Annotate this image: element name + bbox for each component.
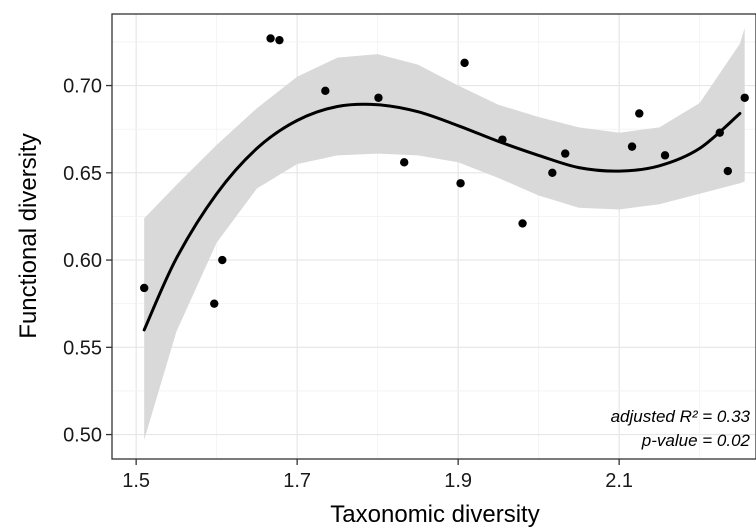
x-tick-label: 2.1 bbox=[605, 470, 633, 492]
x-tick-label: 1.7 bbox=[283, 470, 311, 492]
annotation-pvalue: p-value = 0.02 bbox=[641, 431, 751, 450]
y-tick-label: 0.65 bbox=[63, 163, 102, 185]
y-tick-label: 0.60 bbox=[63, 250, 102, 272]
data-point bbox=[627, 142, 637, 151]
x-axis-title: Taxonomic diversity bbox=[330, 501, 539, 528]
x-tick-label: 1.5 bbox=[122, 470, 150, 492]
data-point bbox=[460, 58, 469, 68]
plot-panel-border bbox=[111, 13, 756, 460]
fit-line bbox=[142, 102, 742, 332]
y-axis-title: Functional diversity bbox=[15, 133, 42, 338]
data-point bbox=[723, 166, 733, 176]
annotation-r2: adjusted R² = 0.33 bbox=[611, 407, 751, 426]
data-point bbox=[561, 149, 570, 158]
data-point bbox=[740, 93, 749, 102]
y-tick-label: 0.70 bbox=[63, 76, 102, 98]
data-point bbox=[498, 135, 507, 144]
confidence-band bbox=[144, 28, 745, 440]
y-tick-label: 0.50 bbox=[63, 425, 102, 447]
data-point bbox=[266, 34, 275, 43]
data-point bbox=[275, 35, 284, 45]
data-point bbox=[140, 283, 149, 293]
data-point bbox=[518, 219, 527, 228]
data-point bbox=[210, 299, 219, 308]
data-points bbox=[140, 34, 749, 308]
data-point bbox=[635, 109, 644, 118]
x-axis-ticks: 1.5 1.7 1.9 2.1 bbox=[122, 459, 633, 492]
data-point bbox=[374, 93, 383, 102]
data-point bbox=[548, 168, 557, 178]
y-axis-ticks: 0.50 0.55 0.60 0.65 0.70 bbox=[63, 76, 112, 447]
data-point bbox=[715, 128, 724, 137]
data-point bbox=[456, 179, 465, 188]
x-tick-label: 1.9 bbox=[444, 470, 472, 492]
y-tick-label: 0.55 bbox=[63, 337, 102, 359]
data-point bbox=[660, 151, 670, 160]
data-point bbox=[321, 86, 330, 95]
data-point bbox=[400, 158, 409, 167]
data-point bbox=[218, 255, 227, 265]
